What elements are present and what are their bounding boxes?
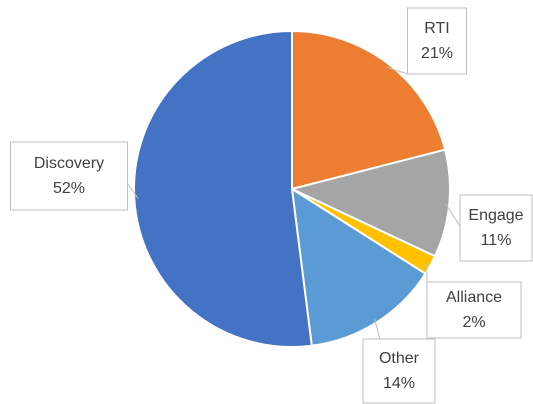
value-label: 11%: [481, 232, 512, 249]
leader-line: [374, 318, 381, 340]
value-label: 52%: [53, 180, 85, 197]
label-box: [10, 141, 128, 211]
value-label: 14%: [383, 375, 415, 392]
label-box: [459, 194, 533, 262]
label-box: [407, 7, 467, 75]
category-label: Engage: [468, 207, 523, 224]
category-label: Other: [379, 350, 420, 367]
leader-line: [127, 183, 139, 199]
category-label: RTI: [424, 20, 449, 37]
pie-slice: [290, 187, 427, 347]
value-label: 21%: [421, 45, 453, 62]
pie-slice: [289, 148, 451, 258]
pie-slice: [291, 29, 447, 191]
label-box: [426, 281, 522, 339]
pie-slice: [133, 29, 313, 348]
label-box: [362, 338, 436, 404]
category-label: Discovery: [34, 155, 104, 172]
value-label: 2%: [462, 314, 485, 331]
leader-line: [444, 203, 461, 227]
category-label: Alliance: [446, 289, 502, 306]
leader-line: [386, 66, 409, 75]
